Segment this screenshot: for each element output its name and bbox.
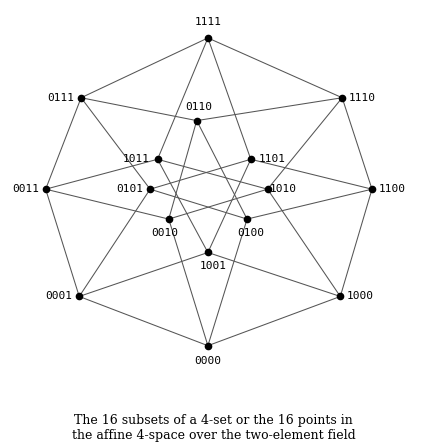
Text: 0100: 0100 bbox=[237, 228, 264, 238]
Text: 1010: 1010 bbox=[269, 184, 296, 194]
Text: 1111: 1111 bbox=[194, 17, 221, 27]
Text: 0010: 0010 bbox=[151, 228, 178, 238]
Text: 0001: 0001 bbox=[46, 291, 72, 301]
Text: 1110: 1110 bbox=[348, 93, 375, 103]
Text: The 16 subsets of a 4-set or the 16 points in
the affine 4-space over the two-el: The 16 subsets of a 4-set or the 16 poin… bbox=[72, 414, 354, 442]
Text: 0011: 0011 bbox=[12, 184, 39, 194]
Text: 1100: 1100 bbox=[378, 184, 405, 194]
Text: 1101: 1101 bbox=[258, 154, 285, 164]
Text: 0111: 0111 bbox=[47, 93, 74, 103]
Text: 1011: 1011 bbox=[123, 154, 150, 164]
Text: 1000: 1000 bbox=[346, 291, 373, 301]
Text: 0101: 0101 bbox=[116, 184, 143, 194]
Text: 0110: 0110 bbox=[184, 102, 212, 112]
Text: 0000: 0000 bbox=[194, 356, 221, 366]
Text: 1001: 1001 bbox=[199, 261, 227, 271]
